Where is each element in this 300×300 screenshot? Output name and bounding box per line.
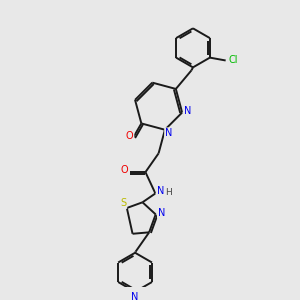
Text: N: N <box>157 186 164 196</box>
Text: N: N <box>130 292 138 300</box>
Text: O: O <box>121 165 128 175</box>
Text: O: O <box>126 131 134 141</box>
Text: N: N <box>184 106 191 116</box>
Text: S: S <box>120 198 127 208</box>
Text: Cl: Cl <box>228 56 238 65</box>
Text: H: H <box>165 188 172 197</box>
Text: N: N <box>165 128 172 138</box>
Text: N: N <box>158 208 165 218</box>
